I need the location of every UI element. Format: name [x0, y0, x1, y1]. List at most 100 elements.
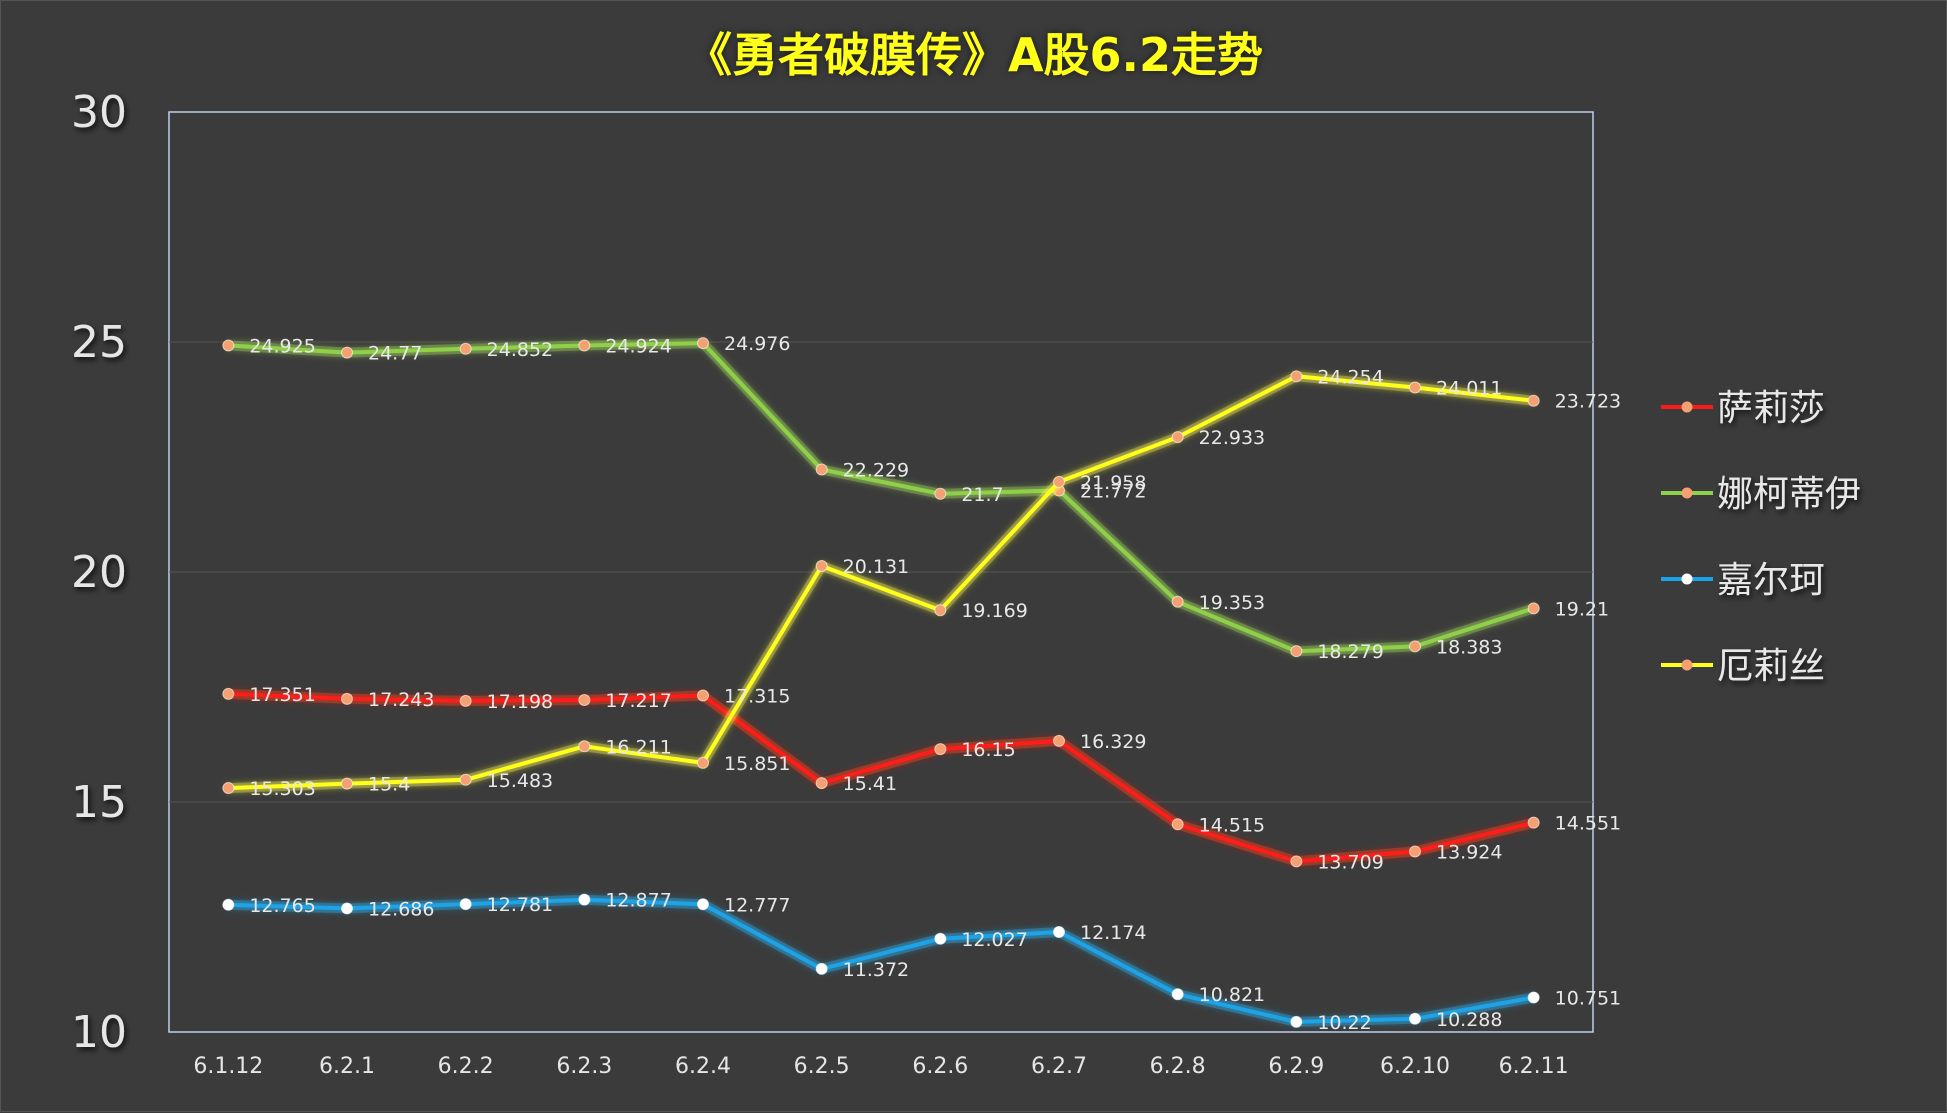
- data-point: [578, 893, 591, 906]
- data-point: [934, 743, 947, 756]
- data-label: 17.217: [605, 690, 671, 712]
- data-label: 24.925: [249, 335, 315, 357]
- data-label: 17.243: [368, 689, 434, 711]
- data-point: [459, 694, 472, 707]
- data-label: 20.131: [843, 556, 909, 578]
- data-label: 10.821: [1199, 984, 1265, 1006]
- data-label: 12.877: [605, 890, 671, 912]
- data-label: 21.958: [1080, 472, 1146, 494]
- data-point: [1409, 1012, 1421, 1025]
- data-label: 14.515: [1199, 814, 1265, 836]
- data-point: [934, 604, 947, 617]
- x-tick-label: 6.2.11: [1499, 1054, 1569, 1079]
- x-tick-label: 6.2.2: [438, 1054, 494, 1079]
- y-tick-label: 25: [71, 317, 127, 368]
- data-point: [459, 773, 472, 786]
- data-label: 17.198: [487, 691, 553, 713]
- data-point: [697, 756, 709, 769]
- legend-marker: [1681, 659, 1693, 671]
- x-tick-label: 6.2.3: [556, 1054, 612, 1079]
- x-tick-label: 6.2.5: [794, 1054, 850, 1079]
- data-label: 14.551: [1555, 813, 1621, 835]
- chart-title: 《勇者破膜传》A股6.2走势: [685, 28, 1264, 82]
- data-point: [222, 898, 235, 911]
- legend-label: 萨莉莎: [1717, 388, 1825, 429]
- data-point: [1527, 816, 1540, 829]
- series-glow: [228, 371, 1535, 794]
- x-tick-label: 6.2.1: [319, 1054, 375, 1079]
- data-label: 18.383: [1436, 636, 1502, 658]
- data-label: 15.303: [249, 778, 315, 800]
- data-point: [1053, 925, 1065, 938]
- data-point: [222, 687, 235, 700]
- x-tick-label: 6.2.6: [912, 1054, 968, 1079]
- series-line-4: [228, 374, 1534, 791]
- data-label: 12.027: [961, 929, 1027, 951]
- data-point: [1409, 845, 1421, 858]
- gridlines: [169, 341, 1593, 803]
- data-point: [697, 337, 709, 350]
- data-label: 10.288: [1436, 1009, 1502, 1031]
- data-point: [459, 898, 472, 911]
- data-point: [1053, 475, 1065, 488]
- data-label: 19.353: [1199, 592, 1265, 614]
- data-point: [459, 342, 472, 355]
- data-point: [341, 346, 353, 359]
- data-label: 17.351: [249, 684, 315, 706]
- y-tick-label: 20: [71, 547, 127, 598]
- data-point: [1527, 602, 1540, 615]
- legend-marker: [1681, 487, 1693, 499]
- data-labels: 17.351 17.243 17.198 17.217 17.315 15.41 16.15…: [249, 333, 1621, 1034]
- series-line-2: [228, 341, 1535, 654]
- data-label: 15.4: [368, 774, 410, 796]
- data-point: [1171, 595, 1184, 608]
- data-label: 22.229: [843, 459, 909, 481]
- data-point: [1290, 645, 1303, 658]
- data-point: [341, 902, 353, 915]
- x-tick-label: 6.2.7: [1031, 1054, 1087, 1079]
- data-point: [578, 740, 591, 753]
- data-label: 22.933: [1199, 427, 1265, 449]
- data-label: 10.22: [1317, 1012, 1371, 1034]
- data-label: 11.372: [843, 959, 909, 981]
- data-label: 18.279: [1317, 641, 1383, 663]
- data-label: 13.709: [1317, 851, 1383, 873]
- series-glow: [227, 338, 1536, 657]
- x-tick-label: 6.2.10: [1380, 1054, 1450, 1079]
- data-label: 10.751: [1555, 987, 1621, 1009]
- data-label: 15.483: [487, 770, 553, 792]
- data-point: [341, 692, 353, 705]
- data-label: 24.254: [1317, 366, 1383, 388]
- x-tick-label: 6.1.12: [193, 1054, 263, 1079]
- data-label: 16.329: [1080, 731, 1146, 753]
- data-label: 13.924: [1436, 841, 1502, 863]
- data-label: 12.174: [1080, 922, 1146, 944]
- data-label: 16.15: [961, 739, 1015, 761]
- data-label: 12.765: [249, 895, 315, 917]
- data-label: 24.77: [368, 343, 422, 365]
- x-tick-label: 6.2.8: [1150, 1054, 1206, 1079]
- series-group: [222, 337, 1540, 1028]
- data-point: [1527, 394, 1540, 407]
- data-point: [1171, 988, 1184, 1001]
- data-label: 24.924: [605, 335, 671, 357]
- data-label: 17.315: [724, 686, 790, 708]
- legend-label: 嘉尔珂: [1717, 560, 1825, 601]
- data-point: [578, 339, 591, 352]
- data-label: 12.781: [487, 894, 553, 916]
- data-label: 24.976: [724, 333, 790, 355]
- data-point: [578, 694, 591, 707]
- data-label: 15.851: [724, 753, 790, 775]
- data-point: [222, 339, 235, 352]
- legend-label: 娜柯蒂伊: [1717, 474, 1861, 515]
- y-tick-label: 15: [71, 777, 127, 828]
- legend-label: 厄莉丝: [1717, 646, 1825, 687]
- data-label: 24.852: [487, 339, 553, 361]
- data-point: [1290, 370, 1303, 383]
- data-label: 24.011: [1436, 377, 1502, 399]
- data-point: [934, 487, 947, 500]
- data-label: 15.41: [843, 773, 897, 795]
- data-point: [1290, 855, 1303, 868]
- data-point: [222, 782, 235, 795]
